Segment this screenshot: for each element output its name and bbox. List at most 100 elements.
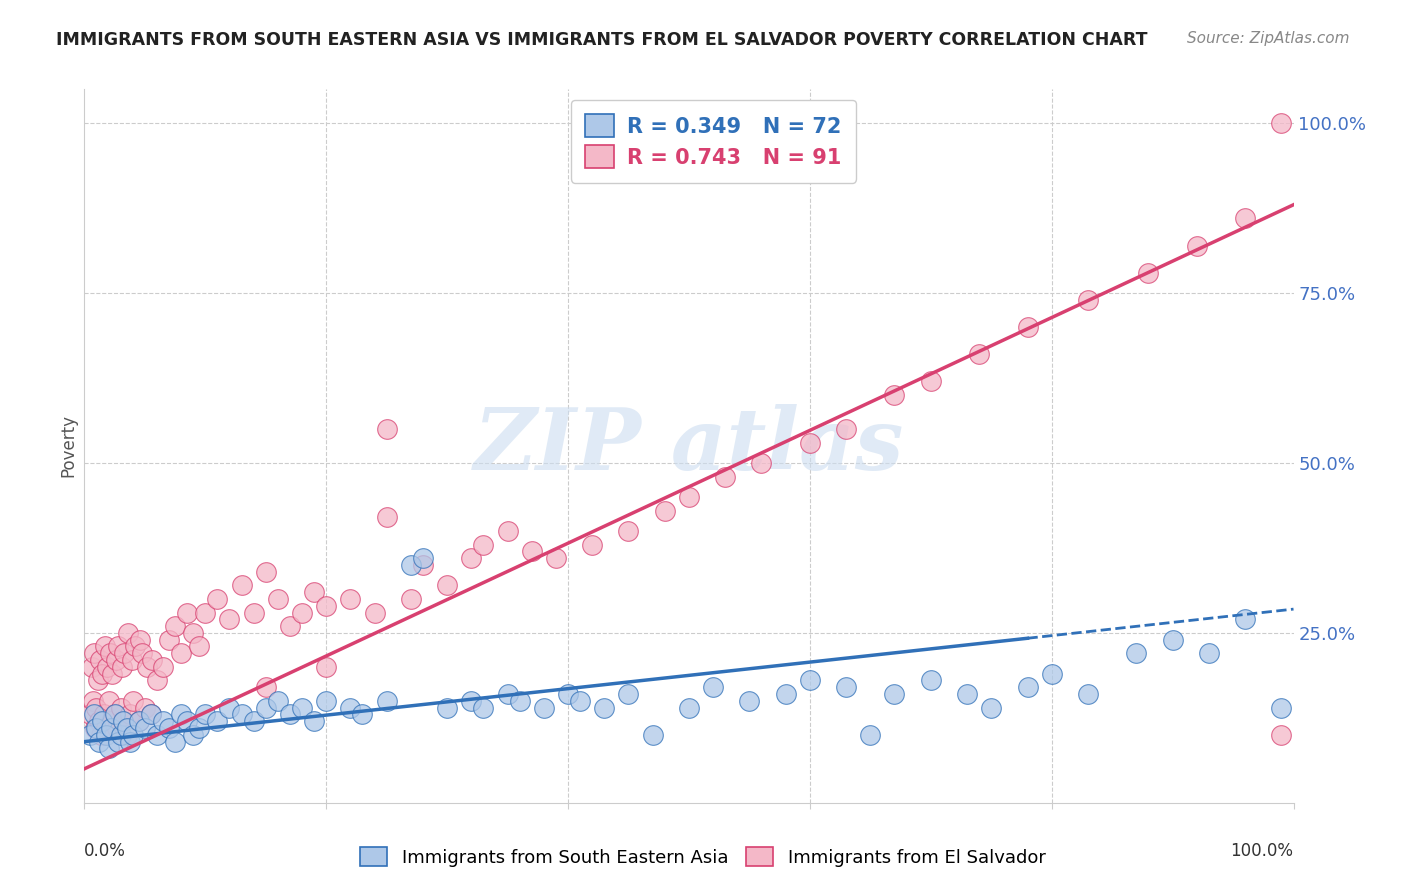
Point (146, 673, 169, 688)
Point (83, 646, 105, 660)
Text: 100.0%: 100.0% (1230, 842, 1294, 860)
Point (97, 741, 120, 756)
Point (121, 728, 143, 742)
Point (124, 640, 146, 654)
Point (218, 612, 240, 626)
Point (859, 728, 882, 742)
Point (131, 646, 153, 660)
Point (91, 666, 114, 681)
Point (1137, 266, 1160, 280)
Point (617, 524, 640, 538)
Point (96, 660, 118, 674)
Point (436, 700, 458, 714)
Point (399, 558, 422, 572)
Point (157, 632, 180, 647)
Point (883, 687, 905, 701)
Point (1234, 612, 1257, 626)
Point (231, 707, 253, 722)
Point (278, 619, 301, 633)
Y-axis label: Poverty: Poverty (59, 415, 77, 477)
Point (93, 707, 115, 722)
Point (104, 707, 127, 722)
Point (107, 734, 129, 748)
Point (254, 700, 277, 714)
Point (91, 714, 114, 729)
Point (1077, 293, 1099, 307)
Point (83, 707, 105, 722)
Point (87, 734, 110, 748)
Point (79, 728, 101, 742)
Point (207, 591, 229, 606)
Point (110, 728, 132, 742)
Point (375, 694, 398, 708)
Point (101, 666, 124, 681)
Point (87, 714, 110, 729)
Legend: Immigrants from South Eastern Asia, Immigrants from El Salvador: Immigrants from South Eastern Asia, Immi… (353, 840, 1053, 874)
Point (375, 510, 398, 524)
Point (82, 694, 104, 708)
Point (291, 700, 314, 714)
Point (1270, 728, 1292, 742)
Point (967, 347, 990, 361)
Point (100, 721, 122, 735)
Point (139, 707, 162, 722)
Point (218, 700, 240, 714)
Point (1077, 687, 1099, 701)
Point (315, 660, 337, 674)
Point (278, 707, 301, 722)
Point (152, 714, 174, 729)
Point (86, 700, 108, 714)
Point (751, 456, 773, 470)
Point (339, 591, 361, 606)
Text: Source: ZipAtlas.com: Source: ZipAtlas.com (1187, 31, 1350, 46)
Point (128, 714, 150, 729)
Point (291, 606, 314, 620)
Point (111, 660, 134, 674)
Point (617, 687, 640, 701)
Point (1125, 646, 1147, 660)
Point (1161, 632, 1184, 647)
Point (472, 700, 495, 714)
Point (520, 544, 543, 558)
Point (436, 578, 458, 592)
Point (188, 640, 211, 654)
Point (775, 687, 797, 701)
Text: ZIP atlas: ZIP atlas (474, 404, 904, 488)
Point (593, 700, 616, 714)
Point (112, 646, 135, 660)
Point (97, 694, 120, 708)
Point (1040, 666, 1063, 681)
Point (315, 694, 337, 708)
Point (110, 700, 132, 714)
Point (194, 606, 217, 620)
Point (581, 537, 603, 551)
Point (129, 632, 152, 647)
Point (678, 490, 700, 504)
Point (146, 728, 169, 742)
Point (399, 591, 422, 606)
Point (94, 721, 117, 735)
Text: IMMIGRANTS FROM SOUTH EASTERN ASIA VS IMMIGRANTS FROM EL SALVADOR POVERTY CORREL: IMMIGRANTS FROM SOUTH EASTERN ASIA VS IM… (56, 31, 1147, 49)
Point (134, 700, 156, 714)
Point (835, 422, 858, 436)
Point (509, 694, 531, 708)
Point (956, 687, 979, 701)
Point (86, 673, 108, 688)
Point (460, 551, 482, 566)
Point (267, 694, 290, 708)
Point (104, 653, 127, 667)
Point (242, 714, 264, 729)
Point (176, 606, 198, 620)
Point (254, 680, 277, 694)
Point (128, 714, 150, 729)
Point (115, 728, 138, 742)
Point (107, 640, 129, 654)
Text: 0.0%: 0.0% (84, 842, 127, 860)
Point (112, 714, 135, 729)
Point (117, 626, 139, 640)
Point (165, 734, 187, 748)
Point (412, 551, 434, 566)
Point (120, 707, 142, 722)
Point (557, 687, 579, 701)
Point (181, 728, 204, 742)
